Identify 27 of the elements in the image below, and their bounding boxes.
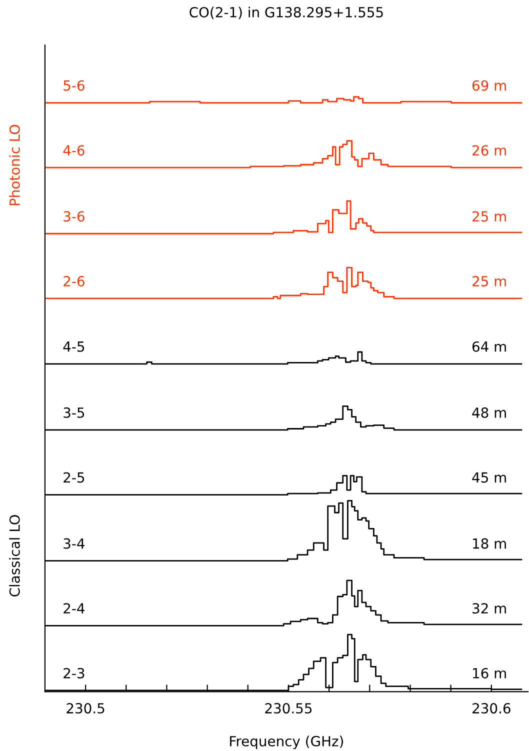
annotation: 18 m: [473, 538, 506, 549]
annotation: 25 m: [472, 211, 506, 222]
annotation: 32 m: [472, 603, 506, 614]
annotation: 48 m: [472, 407, 506, 418]
series-label: 3-5: [64, 407, 84, 418]
series-label: 4-5: [63, 342, 84, 352]
chart-title: CO(2-1) in G138.295+1.555: [190, 6, 383, 20]
x-tick-label: 230.6: [472, 703, 510, 714]
annotation: 16 m: [473, 668, 506, 678]
text: Classical LO: [9, 515, 20, 596]
text: Photonic LO: [9, 124, 20, 206]
series-label: 2-3: [64, 668, 84, 678]
series-label: 3-4: [64, 538, 85, 549]
series-label: 2-4: [64, 603, 85, 614]
series-label: 2-5: [64, 472, 84, 483]
annotation: 45 m: [472, 472, 506, 483]
x-tick-label: 230.5: [66, 703, 104, 714]
x-axis-title: Frequency (GHz): [230, 736, 344, 750]
x-tick-label: 230.55: [265, 703, 312, 714]
annotation: 64 m: [472, 341, 506, 352]
series-label: 3-6: [64, 211, 84, 222]
series-label: 2-6: [64, 276, 84, 286]
series-label: 4-6: [63, 145, 84, 156]
annotation: 25 m: [472, 276, 506, 286]
series-label: 5-6: [64, 80, 84, 91]
annotation: 26 m: [472, 145, 506, 156]
text: 69 m: [472, 80, 506, 91]
